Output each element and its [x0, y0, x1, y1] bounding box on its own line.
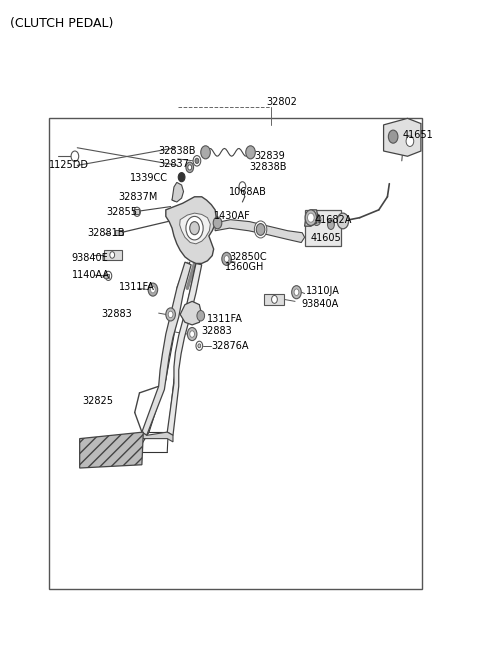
Circle shape: [294, 289, 299, 295]
Polygon shape: [142, 432, 173, 442]
Circle shape: [195, 159, 199, 164]
Polygon shape: [215, 219, 305, 242]
Bar: [115, 230, 123, 235]
Polygon shape: [384, 119, 421, 157]
Circle shape: [327, 220, 334, 229]
Circle shape: [312, 214, 321, 225]
Polygon shape: [172, 183, 181, 201]
Text: 1068AB: 1068AB: [228, 187, 266, 196]
Text: 93840E: 93840E: [72, 253, 108, 263]
Circle shape: [254, 221, 267, 238]
Circle shape: [186, 216, 203, 240]
Text: 1125DD: 1125DD: [48, 160, 88, 170]
Circle shape: [337, 213, 348, 229]
Circle shape: [193, 156, 201, 166]
Text: (CLUTCH PEDAL): (CLUTCH PEDAL): [10, 17, 114, 30]
Bar: [48, 119, 422, 589]
Text: 41682A: 41682A: [314, 215, 351, 225]
Text: 32883: 32883: [101, 309, 132, 320]
Polygon shape: [305, 210, 318, 226]
Text: 32850C: 32850C: [229, 252, 267, 262]
Circle shape: [201, 146, 210, 159]
Text: 32881B: 32881B: [88, 229, 125, 238]
Circle shape: [71, 151, 79, 162]
Text: 32838B: 32838B: [250, 162, 287, 172]
Circle shape: [388, 130, 398, 143]
Polygon shape: [172, 182, 183, 202]
Circle shape: [224, 255, 229, 262]
Text: 1360GH: 1360GH: [225, 263, 264, 272]
Polygon shape: [167, 263, 202, 436]
Circle shape: [134, 207, 141, 216]
Circle shape: [198, 344, 201, 348]
Circle shape: [213, 217, 222, 229]
Circle shape: [186, 162, 193, 173]
Text: 93840A: 93840A: [301, 299, 338, 309]
Text: 32855: 32855: [106, 208, 137, 217]
Text: 41651: 41651: [403, 130, 433, 140]
Circle shape: [196, 341, 203, 350]
Text: 32876A: 32876A: [211, 341, 249, 351]
Circle shape: [197, 310, 204, 321]
Circle shape: [168, 311, 173, 318]
Polygon shape: [180, 213, 210, 244]
Text: 32802: 32802: [266, 97, 297, 107]
Text: 1140AA: 1140AA: [72, 271, 109, 280]
Text: 32839: 32839: [254, 151, 285, 161]
Circle shape: [190, 331, 194, 337]
Bar: [104, 250, 122, 260]
Polygon shape: [80, 432, 144, 468]
Polygon shape: [142, 262, 191, 436]
Circle shape: [187, 328, 197, 341]
Circle shape: [151, 286, 156, 293]
Text: 32883: 32883: [202, 326, 232, 336]
Circle shape: [292, 286, 301, 299]
Circle shape: [256, 223, 265, 235]
Text: 32838B: 32838B: [158, 146, 196, 156]
Bar: [305, 210, 340, 246]
Text: 1311FA: 1311FA: [120, 282, 155, 292]
Text: 1339CC: 1339CC: [130, 174, 168, 183]
Bar: [104, 274, 109, 278]
Text: 1310JA: 1310JA: [306, 286, 340, 296]
Circle shape: [305, 210, 317, 225]
Circle shape: [190, 221, 199, 234]
Circle shape: [148, 283, 157, 296]
Text: 41605: 41605: [311, 233, 342, 243]
Bar: [134, 209, 139, 214]
Circle shape: [239, 181, 246, 191]
Text: 32825: 32825: [82, 396, 113, 405]
Text: 1311FA: 1311FA: [206, 314, 242, 324]
Circle shape: [105, 271, 112, 280]
Circle shape: [188, 165, 192, 170]
Text: 32837M: 32837M: [118, 192, 157, 202]
Circle shape: [178, 173, 185, 181]
Circle shape: [308, 213, 314, 222]
Polygon shape: [180, 301, 202, 325]
Circle shape: [110, 252, 115, 258]
Text: 1430AF: 1430AF: [214, 212, 251, 221]
Polygon shape: [166, 196, 216, 263]
Circle shape: [166, 308, 175, 321]
Circle shape: [406, 136, 414, 147]
Bar: [264, 293, 284, 305]
Circle shape: [272, 295, 277, 303]
Text: 32837: 32837: [158, 159, 190, 169]
Circle shape: [246, 146, 255, 159]
Circle shape: [327, 218, 334, 227]
Circle shape: [222, 252, 231, 265]
